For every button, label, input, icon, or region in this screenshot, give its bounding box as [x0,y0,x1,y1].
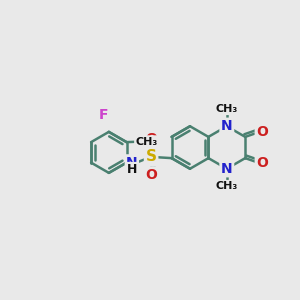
Text: CH₃: CH₃ [216,181,238,191]
Text: H: H [127,163,137,176]
Text: O: O [145,168,157,182]
Text: F: F [99,108,108,122]
Text: CH₃: CH₃ [216,104,238,114]
Text: O: O [256,156,268,170]
Text: O: O [145,132,157,146]
Text: N: N [221,119,232,133]
Text: N: N [221,162,232,176]
Text: S: S [146,149,157,164]
Text: CH₃: CH₃ [136,136,158,147]
Text: N: N [126,156,138,170]
Text: O: O [256,125,268,140]
